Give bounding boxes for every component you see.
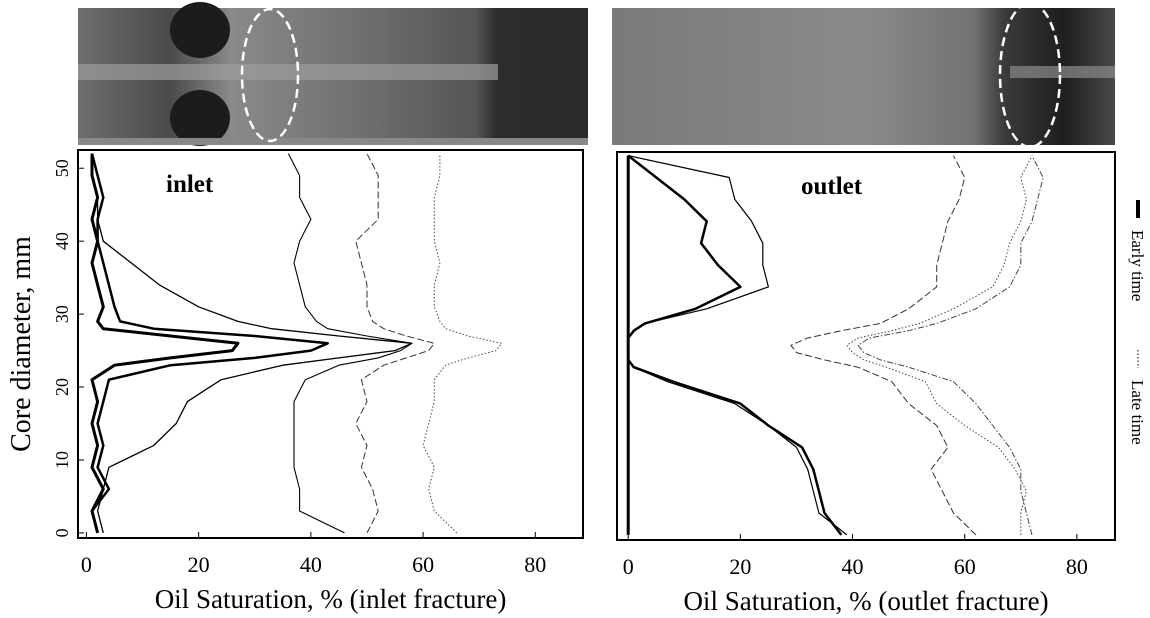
figure: 0 20 40 60 80 0 10 20 30 40 50 inlet Oil Saturation,… [0, 0, 1150, 618]
x-axis-label: Oil Saturation, % (inlet fracture) [155, 584, 507, 614]
y-tick-label: 30 [52, 305, 72, 323]
x-tick-label: 80 [1066, 554, 1088, 579]
y-tick-label: 40 [52, 232, 72, 250]
x-tick-label: 60 [412, 552, 434, 577]
x-tick-label: 20 [729, 554, 751, 579]
x-axis-label: Oil Saturation, % (outlet fracture) [683, 586, 1048, 616]
panel-annotation: outlet [801, 173, 863, 200]
x-tick-label: 80 [524, 552, 546, 577]
inlet-image [78, 2, 588, 146]
outlet-image [612, 3, 1115, 147]
plot-frame [617, 152, 1115, 540]
y-tick-label: 20 [52, 378, 72, 396]
x-tick-label: 20 [188, 552, 210, 577]
x-tick-label: 40 [842, 554, 864, 579]
legend-label: Late time [1128, 380, 1147, 445]
legend-label: Early time [1128, 230, 1147, 301]
panel-annotation: inlet [166, 171, 214, 198]
x-tick-label: 60 [954, 554, 976, 579]
y-axis-label: Core diameter, mm [6, 236, 37, 452]
y-tick-label: 0 [52, 528, 72, 537]
x-tick-label: 0 [81, 552, 92, 577]
plot-frame [78, 150, 583, 538]
y-tick-label: 50 [52, 159, 72, 177]
x-tick-label: 40 [300, 552, 322, 577]
x-tick-label: 0 [623, 554, 634, 579]
y-tick-label: 10 [52, 451, 72, 469]
